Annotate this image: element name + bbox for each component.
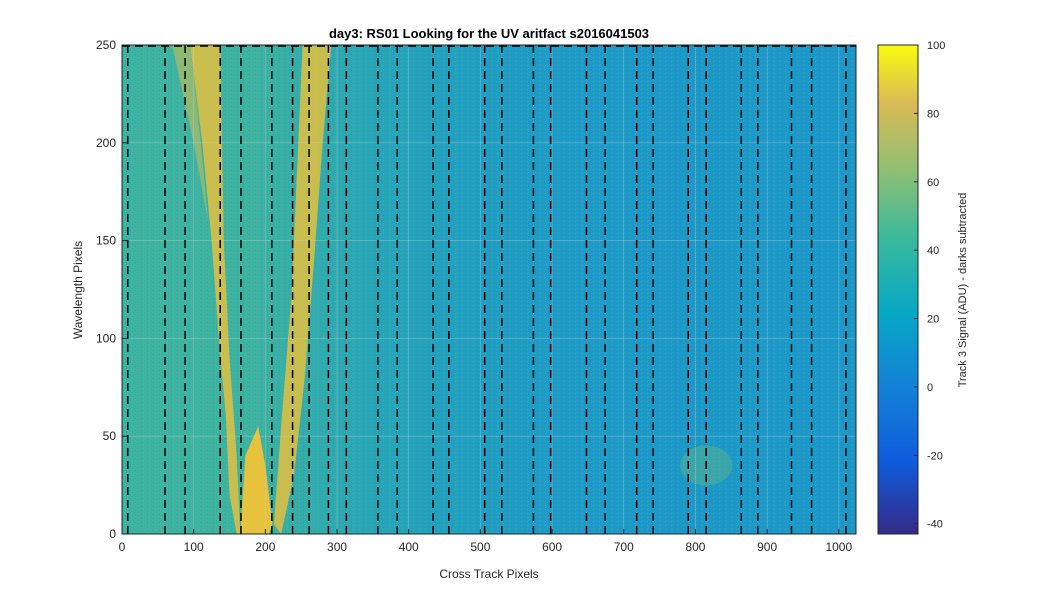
colorbar-tick-label: -20 <box>927 450 943 462</box>
colorbar-tick-label: 100 <box>927 40 945 52</box>
y-tick-label: 100 <box>96 331 116 345</box>
y-tick-label: 250 <box>96 38 116 52</box>
dashed-boundaries <box>122 45 856 534</box>
plot-frame <box>121 44 857 535</box>
colorbar-tick-label: 40 <box>927 245 939 257</box>
y-axis-ticks: 0 50 100 150 200 250 <box>96 38 127 541</box>
glow-left <box>172 45 208 221</box>
colorbar-ticks: -40 -20 0 20 40 60 80 100 <box>914 40 945 531</box>
bright-band-left <box>190 45 241 534</box>
y-tick-label: 0 <box>109 527 116 541</box>
heatmap-image <box>122 45 856 534</box>
x-tick-label: 900 <box>757 540 777 554</box>
bright-bump <box>240 426 273 534</box>
y-tick-label: 50 <box>103 429 117 443</box>
colorbar-tick-label: -40 <box>927 519 943 531</box>
x-tick-label: 1000 <box>825 540 852 554</box>
colorbar-tick-label: 0 <box>927 382 933 394</box>
bright-band-right <box>274 45 332 534</box>
y-tick-label: 150 <box>96 234 116 248</box>
y-tick-label: 200 <box>96 136 116 150</box>
x-tick-label: 800 <box>685 540 705 554</box>
x-tick-label: 600 <box>542 540 562 554</box>
x-tick-label: 100 <box>184 540 204 554</box>
colorbar-tick-label: 60 <box>927 177 939 189</box>
colorbar <box>877 44 919 535</box>
x-tick-label: 300 <box>327 540 347 554</box>
y-axis-label: Wavelength Pixels <box>71 241 85 339</box>
colorbar-tick-label: 20 <box>927 314 939 326</box>
chart-title: day3: RS01 Looking for the UV aritfact s… <box>329 26 649 41</box>
colorbar-label: Track 3 Signal (ADU) - darks subtracted <box>957 193 969 388</box>
x-tick-label: 500 <box>470 540 490 554</box>
heatmap-noise <box>122 45 856 534</box>
colorbar-tick-label: 80 <box>927 108 939 120</box>
x-axis-ticks: 0 100 200 300 400 500 600 700 800 900 1000 <box>119 529 852 554</box>
x-tick-label: 700 <box>614 540 634 554</box>
x-tick-label: 0 <box>119 540 126 554</box>
x-tick-label: 400 <box>399 540 419 554</box>
x-tick-label: 200 <box>255 540 275 554</box>
x-axis-label: Cross Track Pixels <box>439 567 538 581</box>
